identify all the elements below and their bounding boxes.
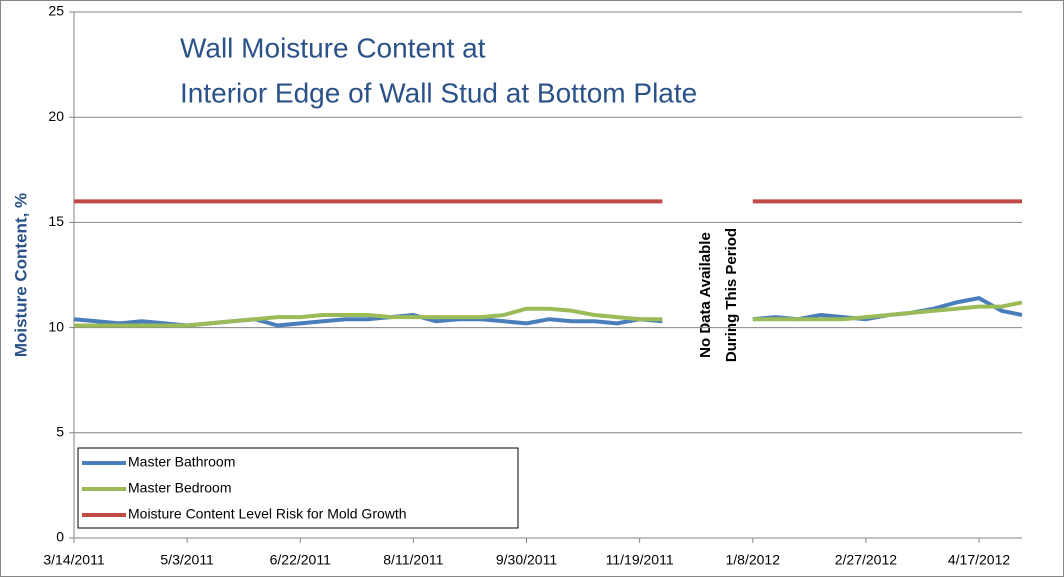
y-tick-label: 20: [48, 108, 64, 124]
x-tick-label: 5/3/2011: [160, 552, 214, 568]
x-tick-label: 1/8/2012: [726, 552, 781, 568]
y-tick-label: 0: [56, 529, 64, 545]
annotation: No Data Available: [697, 232, 714, 358]
x-tick-label: 8/11/2011: [383, 552, 443, 568]
y-tick-label: 10: [48, 318, 64, 334]
annotation: During This Period: [723, 228, 740, 362]
y-axis-label: Moisture Content, %: [11, 193, 30, 357]
y-tick-label: 15: [48, 213, 64, 229]
legend-label: Master Bedroom: [128, 480, 231, 496]
series-line: [74, 300, 1023, 328]
legend-box: [77, 447, 519, 529]
x-tick-label: 3/14/2011: [43, 552, 104, 568]
x-tick-label: 9/30/2011: [496, 552, 557, 568]
x-tick-label: 6/22/2011: [270, 552, 331, 568]
x-tick-label: 4/17/2012: [948, 552, 1010, 568]
legend-label: Master Bathroom: [128, 454, 235, 470]
chart-title: Wall Moisture Content at: [180, 32, 486, 63]
x-tick-label: 2/27/2012: [835, 552, 897, 568]
x-tick-label: 11/19/2011: [606, 552, 674, 568]
chart-title: Interior Edge of Wall Stud at Bottom Pla…: [180, 77, 697, 108]
y-tick-label: 5: [56, 424, 64, 440]
y-tick-label: 25: [48, 3, 64, 19]
legend-label: Moisture Content Level Risk for Mold Gro…: [128, 506, 407, 522]
